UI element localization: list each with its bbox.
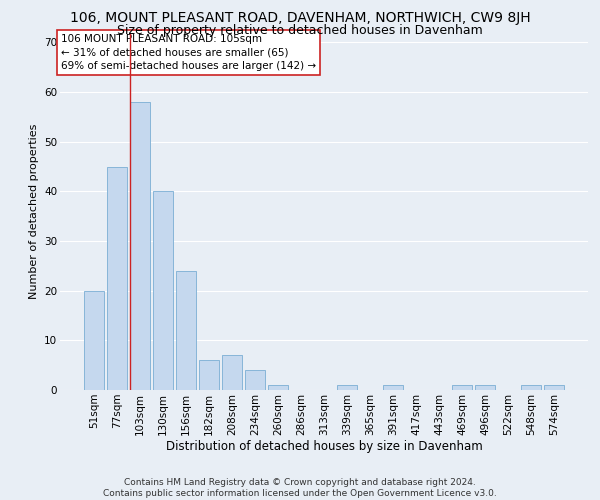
- Text: 106 MOUNT PLEASANT ROAD: 105sqm
← 31% of detached houses are smaller (65)
69% of: 106 MOUNT PLEASANT ROAD: 105sqm ← 31% of…: [61, 34, 316, 70]
- Bar: [337, 385, 357, 390]
- Bar: [130, 102, 149, 390]
- X-axis label: Distribution of detached houses by size in Davenham: Distribution of detached houses by size …: [166, 440, 482, 454]
- Text: 106, MOUNT PLEASANT ROAD, DAVENHAM, NORTHWICH, CW9 8JH: 106, MOUNT PLEASANT ROAD, DAVENHAM, NORT…: [70, 11, 530, 25]
- Text: Size of property relative to detached houses in Davenham: Size of property relative to detached ho…: [117, 24, 483, 37]
- Bar: [84, 290, 104, 390]
- Bar: [222, 355, 242, 390]
- Bar: [383, 385, 403, 390]
- Bar: [521, 385, 541, 390]
- Bar: [245, 370, 265, 390]
- Bar: [544, 385, 564, 390]
- Text: Contains HM Land Registry data © Crown copyright and database right 2024.
Contai: Contains HM Land Registry data © Crown c…: [103, 478, 497, 498]
- Bar: [268, 385, 288, 390]
- Bar: [107, 166, 127, 390]
- Bar: [452, 385, 472, 390]
- Bar: [475, 385, 495, 390]
- Bar: [199, 360, 218, 390]
- Bar: [153, 192, 173, 390]
- Y-axis label: Number of detached properties: Number of detached properties: [29, 124, 38, 299]
- Bar: [176, 271, 196, 390]
